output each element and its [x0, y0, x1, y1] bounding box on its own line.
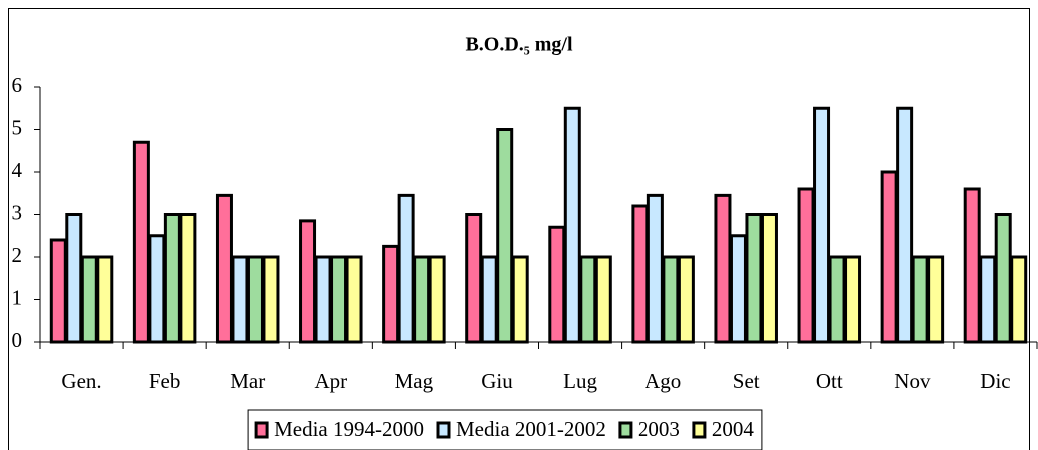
- bar: [413, 255, 431, 344]
- bar: [1010, 255, 1028, 344]
- bar: [579, 255, 597, 344]
- legend-label: 2004: [712, 417, 755, 441]
- y-tick-label: 4: [12, 158, 23, 182]
- x-tick-label: Apr: [314, 369, 347, 393]
- bar: [246, 255, 264, 344]
- bar: [594, 255, 612, 344]
- bar: [49, 238, 67, 344]
- bar: [662, 255, 680, 344]
- bar: [745, 213, 763, 344]
- bar: [729, 234, 747, 344]
- y-tick-label: 1: [12, 285, 23, 309]
- chart-title: B.O.D.₅ mg/l: [465, 34, 573, 56]
- bar: [96, 255, 114, 344]
- bar: [496, 128, 514, 344]
- bar: [548, 225, 566, 344]
- bar: [760, 213, 778, 344]
- bar: [828, 255, 846, 344]
- bar: [148, 234, 166, 344]
- bar: [382, 244, 400, 344]
- bar: [80, 255, 98, 344]
- bar: [179, 213, 197, 344]
- legend-swatch: [692, 421, 707, 439]
- bar: [963, 187, 981, 344]
- bar: [563, 106, 581, 344]
- bar: [677, 255, 695, 344]
- bar: [330, 255, 348, 344]
- y-tick-label: 3: [12, 200, 23, 224]
- bar: [844, 255, 862, 344]
- bar: [163, 213, 181, 344]
- legend-swatch: [254, 421, 269, 439]
- bar: [132, 140, 150, 344]
- legend-box: [247, 409, 763, 450]
- bar: [927, 255, 945, 344]
- x-tick-label: Feb: [149, 369, 181, 393]
- bar: [231, 255, 249, 344]
- y-tick-label: 5: [12, 115, 23, 139]
- legend-swatch: [436, 421, 451, 439]
- bar: [880, 170, 898, 344]
- x-tick-label: Mag: [395, 369, 434, 393]
- bar: [911, 255, 929, 344]
- legend-swatch: [618, 421, 633, 439]
- y-tick-label: 0: [12, 328, 23, 352]
- bar: [511, 255, 529, 344]
- bar: [896, 106, 914, 344]
- legend: Media 1994-2000 Media 2001-2002 2003 2004: [247, 409, 763, 450]
- bar: [215, 193, 233, 344]
- x-tick-label: Set: [733, 369, 760, 393]
- bar: [397, 193, 415, 344]
- x-tick-label: Ott: [816, 369, 843, 393]
- bar: [797, 187, 815, 344]
- chart-frame: [8, 8, 1030, 450]
- bar: [465, 213, 483, 344]
- legend-label: Media 1994-2000: [274, 417, 424, 441]
- y-tick-label: 6: [12, 73, 23, 97]
- x-tick-label: Nov: [894, 369, 931, 393]
- bar: [65, 213, 83, 344]
- y-tick-label: 2: [12, 243, 23, 267]
- bar: [345, 255, 363, 344]
- bar: [428, 255, 446, 344]
- bar: [813, 106, 831, 344]
- x-tick-label: Ago: [645, 369, 681, 393]
- bar: [979, 255, 997, 344]
- bar: [314, 255, 332, 344]
- bar: [299, 219, 317, 344]
- x-tick-label: Mar: [230, 369, 265, 393]
- x-tick-label: Lug: [563, 369, 597, 393]
- legend-label: 2003: [638, 417, 680, 441]
- x-tick-label: Dic: [980, 369, 1010, 393]
- x-tick-label: Giu: [481, 369, 513, 393]
- legend-label: Media 2001-2002: [456, 417, 606, 441]
- bar: [480, 255, 498, 344]
- bar: [262, 255, 280, 344]
- bar: [646, 193, 664, 344]
- x-tick-label: Gen.: [61, 369, 101, 393]
- bar: [631, 204, 649, 344]
- bar: [714, 193, 732, 344]
- bar: [994, 213, 1012, 344]
